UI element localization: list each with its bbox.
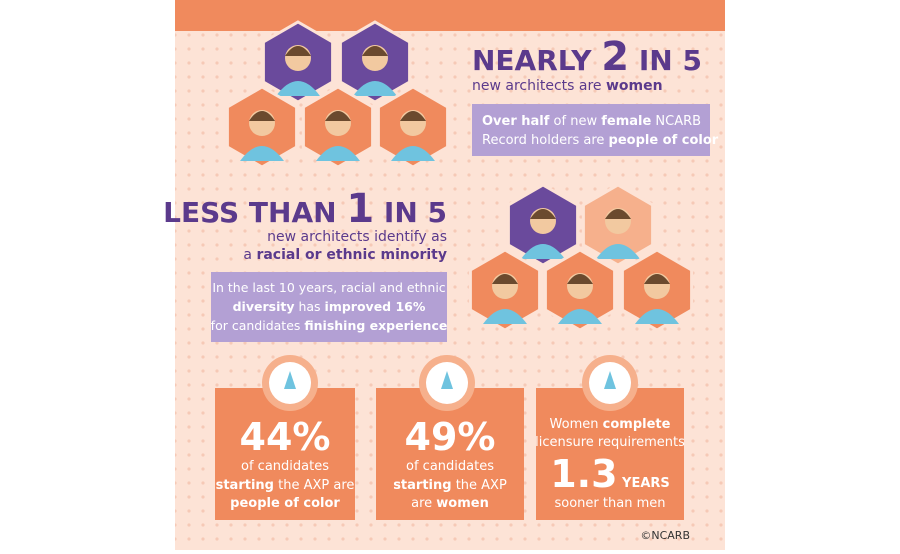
avatar-hair bbox=[400, 111, 426, 121]
text-line: new architects are women bbox=[472, 78, 663, 94]
text-span: new architects are bbox=[472, 78, 606, 94]
text-span: for candidates bbox=[211, 318, 305, 333]
text-line: of candidates bbox=[241, 459, 329, 474]
text-span: IN 5 bbox=[629, 44, 702, 77]
text-span: complete bbox=[603, 417, 671, 432]
text-span: licensure requirements bbox=[535, 435, 685, 450]
avatar-hair bbox=[644, 274, 670, 284]
icon-figure bbox=[441, 371, 453, 389]
text-line: people of color bbox=[230, 496, 340, 511]
avatar-hair bbox=[362, 46, 388, 56]
avatar-body bbox=[483, 309, 527, 324]
footer: ©NCARB bbox=[640, 529, 690, 542]
text-span: 44% bbox=[240, 415, 331, 459]
avatar-hair bbox=[325, 111, 351, 121]
text-span: YEARS bbox=[618, 476, 670, 491]
avatar-hair bbox=[605, 209, 631, 219]
text-line: Women complete bbox=[550, 417, 671, 432]
text-line: diversity has improved 16% bbox=[233, 299, 426, 314]
avatar-body bbox=[391, 146, 435, 161]
text-line: Over half of new female NCARB bbox=[482, 114, 701, 129]
text-line: 1.3 YEARS bbox=[550, 452, 670, 496]
text-line: Record holders are people of color bbox=[482, 133, 719, 148]
avatar-body bbox=[240, 146, 284, 161]
text-span: IN 5 bbox=[374, 196, 447, 229]
avatar-hair bbox=[530, 209, 556, 219]
text-span: of new bbox=[549, 114, 601, 129]
text-span: female bbox=[601, 114, 651, 129]
avatar-body bbox=[353, 81, 397, 96]
text-span: the AXP bbox=[452, 478, 507, 493]
avatar-body bbox=[596, 244, 640, 259]
text-line: 44% bbox=[240, 415, 331, 459]
text-line: new architects identify as bbox=[267, 229, 447, 245]
avatar-hair bbox=[285, 46, 311, 56]
text-span: 2 bbox=[601, 34, 629, 80]
text-span: NEARLY bbox=[472, 44, 601, 77]
text-span: sooner than men bbox=[555, 496, 666, 511]
text-line: sooner than men bbox=[555, 496, 666, 511]
text-span: Women bbox=[550, 417, 603, 432]
text-span: Over half bbox=[482, 114, 550, 129]
avatar-body bbox=[635, 309, 679, 324]
callout-box bbox=[472, 104, 710, 156]
text-span: people of color bbox=[230, 496, 340, 511]
avatar-hair bbox=[567, 274, 593, 284]
text-span: diversity bbox=[233, 299, 295, 314]
text-span: racial or ethnic minority bbox=[256, 247, 447, 263]
text-span: improved 16% bbox=[325, 299, 426, 314]
top-bar bbox=[175, 0, 725, 31]
text-span: has bbox=[294, 299, 324, 314]
text-span: women bbox=[436, 496, 489, 511]
icon-figure bbox=[604, 371, 616, 389]
text-span: starting bbox=[393, 478, 451, 493]
text-span: LESS THAN bbox=[163, 196, 346, 229]
text-span: starting bbox=[216, 478, 274, 493]
text-span: 49% bbox=[405, 415, 496, 459]
text-line: 49% bbox=[405, 415, 496, 459]
text-span: women bbox=[606, 78, 663, 94]
text-line: a racial or ethnic minority bbox=[243, 247, 447, 263]
text-line: licensure requirements bbox=[535, 435, 685, 450]
text-span: In the last 10 years, racial and ethnic bbox=[212, 280, 445, 295]
text-span: new architects identify as bbox=[267, 229, 447, 245]
avatar-body bbox=[316, 146, 360, 161]
avatar-body bbox=[521, 244, 565, 259]
headline: LESS THAN 1 IN 5 bbox=[163, 186, 447, 232]
decorations bbox=[225, 20, 694, 411]
text-span: of candidates bbox=[406, 459, 494, 474]
text-line: are women bbox=[411, 496, 489, 511]
text-line: In the last 10 years, racial and ethnic bbox=[212, 280, 445, 295]
icon-figure bbox=[284, 371, 296, 389]
text-span: finishing experience bbox=[304, 318, 447, 333]
text-span: the AXP are bbox=[274, 478, 354, 493]
text-line: starting the AXP are bbox=[216, 478, 355, 493]
avatar-hair bbox=[249, 111, 275, 121]
text-span: people of color bbox=[609, 133, 719, 148]
text-span: NCARB bbox=[651, 114, 701, 129]
text-line: for candidates finishing experience bbox=[211, 318, 448, 333]
text-span: 1 bbox=[346, 186, 374, 232]
text-span: Record holders are bbox=[482, 133, 609, 148]
text-line: of candidates bbox=[406, 459, 494, 474]
avatar-body bbox=[276, 81, 320, 96]
avatar-body bbox=[558, 309, 602, 324]
callout-box bbox=[211, 272, 447, 342]
avatar-hair bbox=[492, 274, 518, 284]
headline: NEARLY 2 IN 5 bbox=[472, 34, 702, 80]
text-span: 1.3 bbox=[550, 452, 617, 496]
text-line: starting the AXP bbox=[393, 478, 507, 493]
text-span: a bbox=[243, 247, 256, 263]
text-span: are bbox=[411, 496, 436, 511]
text-span: of candidates bbox=[241, 459, 329, 474]
